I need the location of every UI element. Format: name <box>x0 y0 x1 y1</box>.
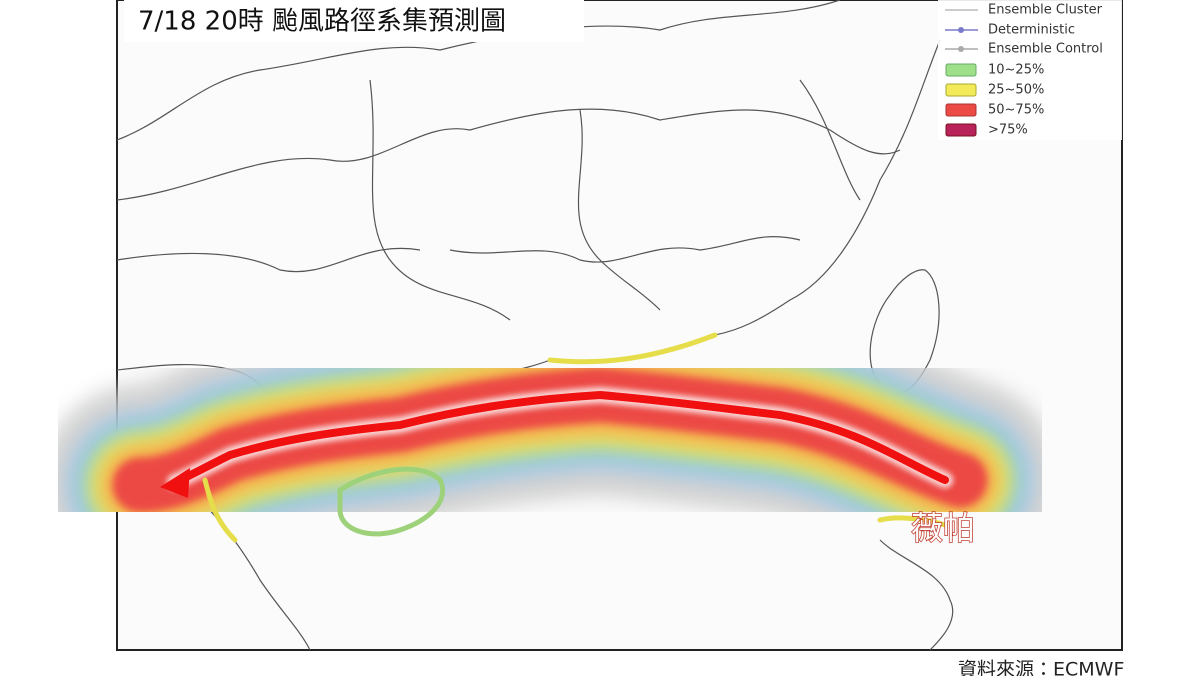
legend-label: >75% <box>988 123 1028 138</box>
legend: Ensemble Cluster Deterministic Ensemble … <box>938 0 1122 140</box>
probability-swath <box>40 295 1060 585</box>
storm-label: 薇帕 <box>911 509 975 547</box>
title-box <box>124 0 584 42</box>
coast-probability <box>202 332 948 543</box>
legend-label: Ensemble Cluster <box>988 3 1103 18</box>
title: 7/18 20時 颱風路徑系集預測圖 <box>138 7 506 37</box>
source-note: 資料來源：ECMWF <box>958 659 1124 676</box>
legend-label: 50~75% <box>988 103 1044 118</box>
legend-label: 10~25% <box>988 63 1044 78</box>
legend-label: Ensemble Control <box>988 42 1103 57</box>
legend-label: Deterministic <box>988 23 1075 38</box>
legend-label: 25~50% <box>988 83 1044 98</box>
